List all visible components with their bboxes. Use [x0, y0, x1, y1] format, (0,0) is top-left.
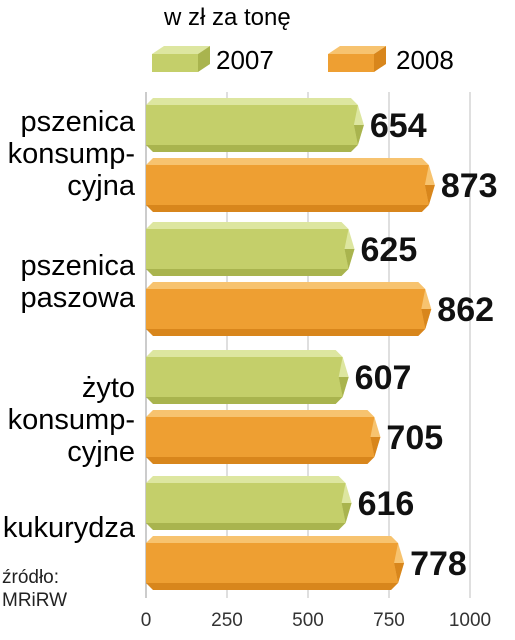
x-tick-label: 0	[141, 610, 152, 631]
bar-2007-1	[146, 222, 355, 276]
x-tick-label: 750	[373, 610, 405, 631]
unit-label: w zł za tonę	[164, 4, 291, 31]
bar-2007-3	[146, 476, 352, 530]
source-note: źródło: MRiRW	[2, 567, 68, 611]
value-label-2008-1: 862	[437, 291, 494, 329]
x-tick-label: 250	[211, 610, 243, 631]
bar-2008-1	[146, 282, 432, 336]
value-label-2007-1: 625	[361, 231, 418, 269]
value-label-2008-3: 778	[410, 545, 467, 583]
category-label-kukurydza: kukurydza	[2, 512, 135, 544]
category-label-pszenica-paszowa: pszenica paszowa	[20, 250, 135, 314]
legend-swatch-2007	[152, 46, 210, 72]
category-label-zyto-konsumpcyjne: żyto konsump- cyjne	[7, 372, 135, 468]
x-tick-label: 500	[292, 610, 324, 631]
legend-swatch-2008	[328, 46, 386, 72]
x-tick-label: 1000	[449, 610, 491, 631]
value-label-2007-2: 607	[355, 359, 412, 397]
legend-label-2008: 2008	[396, 45, 454, 75]
value-label-2007-3: 616	[358, 485, 415, 523]
legend-label-2007: 2007	[216, 45, 274, 75]
bar-2007-2	[146, 350, 349, 404]
bar-2008-3	[146, 536, 405, 590]
value-label-2007-0: 654	[370, 107, 427, 145]
bar-2007-0	[146, 98, 364, 152]
bar-2008-0	[146, 158, 435, 212]
category-label-pszenica-konsumpcyjna: pszenica konsump- cyjna	[7, 106, 135, 202]
value-label-2008-2: 705	[386, 419, 443, 457]
value-label-2008-0: 873	[441, 167, 498, 205]
bar-2008-2	[146, 410, 381, 464]
